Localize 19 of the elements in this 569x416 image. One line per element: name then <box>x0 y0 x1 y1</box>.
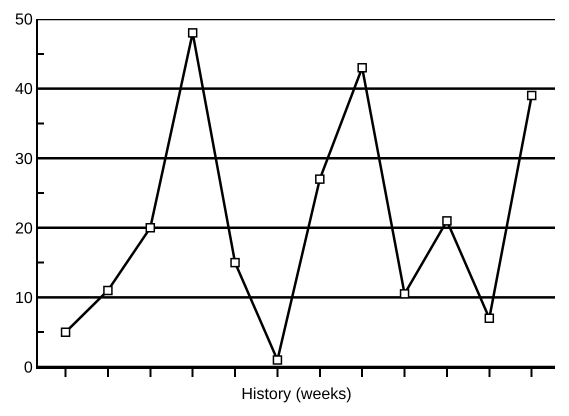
point <box>400 289 410 299</box>
point <box>103 286 113 296</box>
point <box>526 90 536 100</box>
y-tick-label: 40 <box>15 81 33 98</box>
point <box>188 28 198 38</box>
y-tick-label: 0 <box>24 360 33 377</box>
point <box>315 174 325 184</box>
point <box>60 327 70 337</box>
point <box>442 216 452 226</box>
point <box>230 258 240 268</box>
point <box>146 223 156 233</box>
y-tick-label: 30 <box>15 150 33 168</box>
y-tick-label: 10 <box>15 290 33 307</box>
point <box>484 314 494 324</box>
point <box>272 355 282 365</box>
y-tick-label: 50 <box>15 12 33 29</box>
point <box>357 62 367 72</box>
y-tick-label: 20 <box>15 220 33 238</box>
x-axis-title: History (weeks) <box>241 386 352 404</box>
